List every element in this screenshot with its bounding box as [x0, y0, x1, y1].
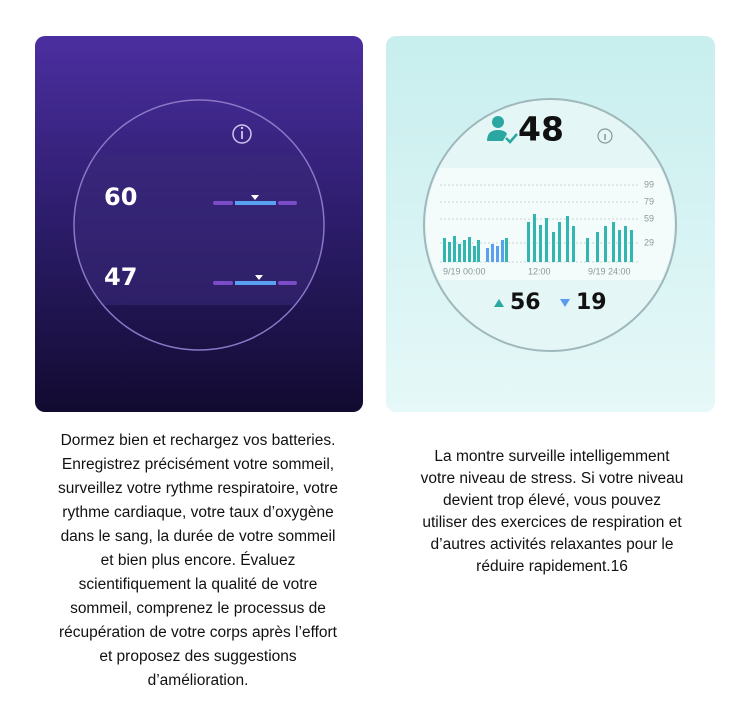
- caption-line: utiliser des exercices de respiration et: [422, 514, 682, 531]
- min-value: 19: [576, 290, 607, 315]
- time-label: 9/19 00:00: [443, 266, 486, 276]
- caption-line: scientifiquement la qualité de votre: [79, 576, 318, 593]
- data-card: [75, 155, 323, 305]
- caption-line: Dormez bien et rechargez vos batteries.: [61, 432, 336, 449]
- caption-line: et proposez des suggestions: [99, 648, 297, 665]
- y-axis-label: 59: [644, 213, 654, 223]
- caption-line: récupération de votre corps après l’effo…: [59, 624, 338, 641]
- caption-line: rythme cardiaque, votre taux d’oxygène: [62, 504, 333, 521]
- max-value: 56: [510, 290, 541, 315]
- info-icon: [232, 124, 252, 144]
- range-slider: [213, 275, 297, 285]
- caption-line: dans le sang, la durée de votre sommeil: [61, 528, 336, 545]
- caption-line: d’autres activités relaxantes pour le: [431, 536, 674, 553]
- reading: 47: [104, 263, 137, 291]
- time-label: 9/19 24:00: [588, 266, 631, 276]
- caption-line: votre niveau de stress. Si votre niveau: [421, 470, 684, 487]
- y-axis-label: 79: [644, 196, 654, 206]
- stress-level: 48: [518, 110, 564, 149]
- y-axis-label: 99: [644, 179, 654, 189]
- caption-line: sommeil, comprenez le processus de: [70, 600, 326, 617]
- stress-bars: [443, 214, 633, 262]
- up-arrow: [494, 299, 504, 307]
- caption-line: surveillez votre rythme respiratoire, vo…: [58, 480, 338, 497]
- caption-line: Enregistrez précisément votre sommeil,: [62, 456, 334, 473]
- info-icon: [597, 128, 613, 144]
- down-arrow: [560, 299, 570, 307]
- time-label: 12:00: [528, 266, 551, 276]
- person-icon: [487, 116, 518, 144]
- caption-line: réduire rapidement.16: [476, 558, 628, 575]
- caption-line: et bien plus encore. Évaluez: [101, 552, 296, 569]
- reading: 60: [104, 183, 137, 211]
- caption-line: devient trop élevé, vous pouvez: [443, 492, 661, 509]
- y-axis-label: 29: [644, 237, 654, 247]
- watch-face: [73, 99, 325, 351]
- caption-line: d’amélioration.: [148, 672, 249, 689]
- caption-line: La montre surveille intelligemment: [434, 448, 670, 465]
- range-slider: [213, 195, 297, 205]
